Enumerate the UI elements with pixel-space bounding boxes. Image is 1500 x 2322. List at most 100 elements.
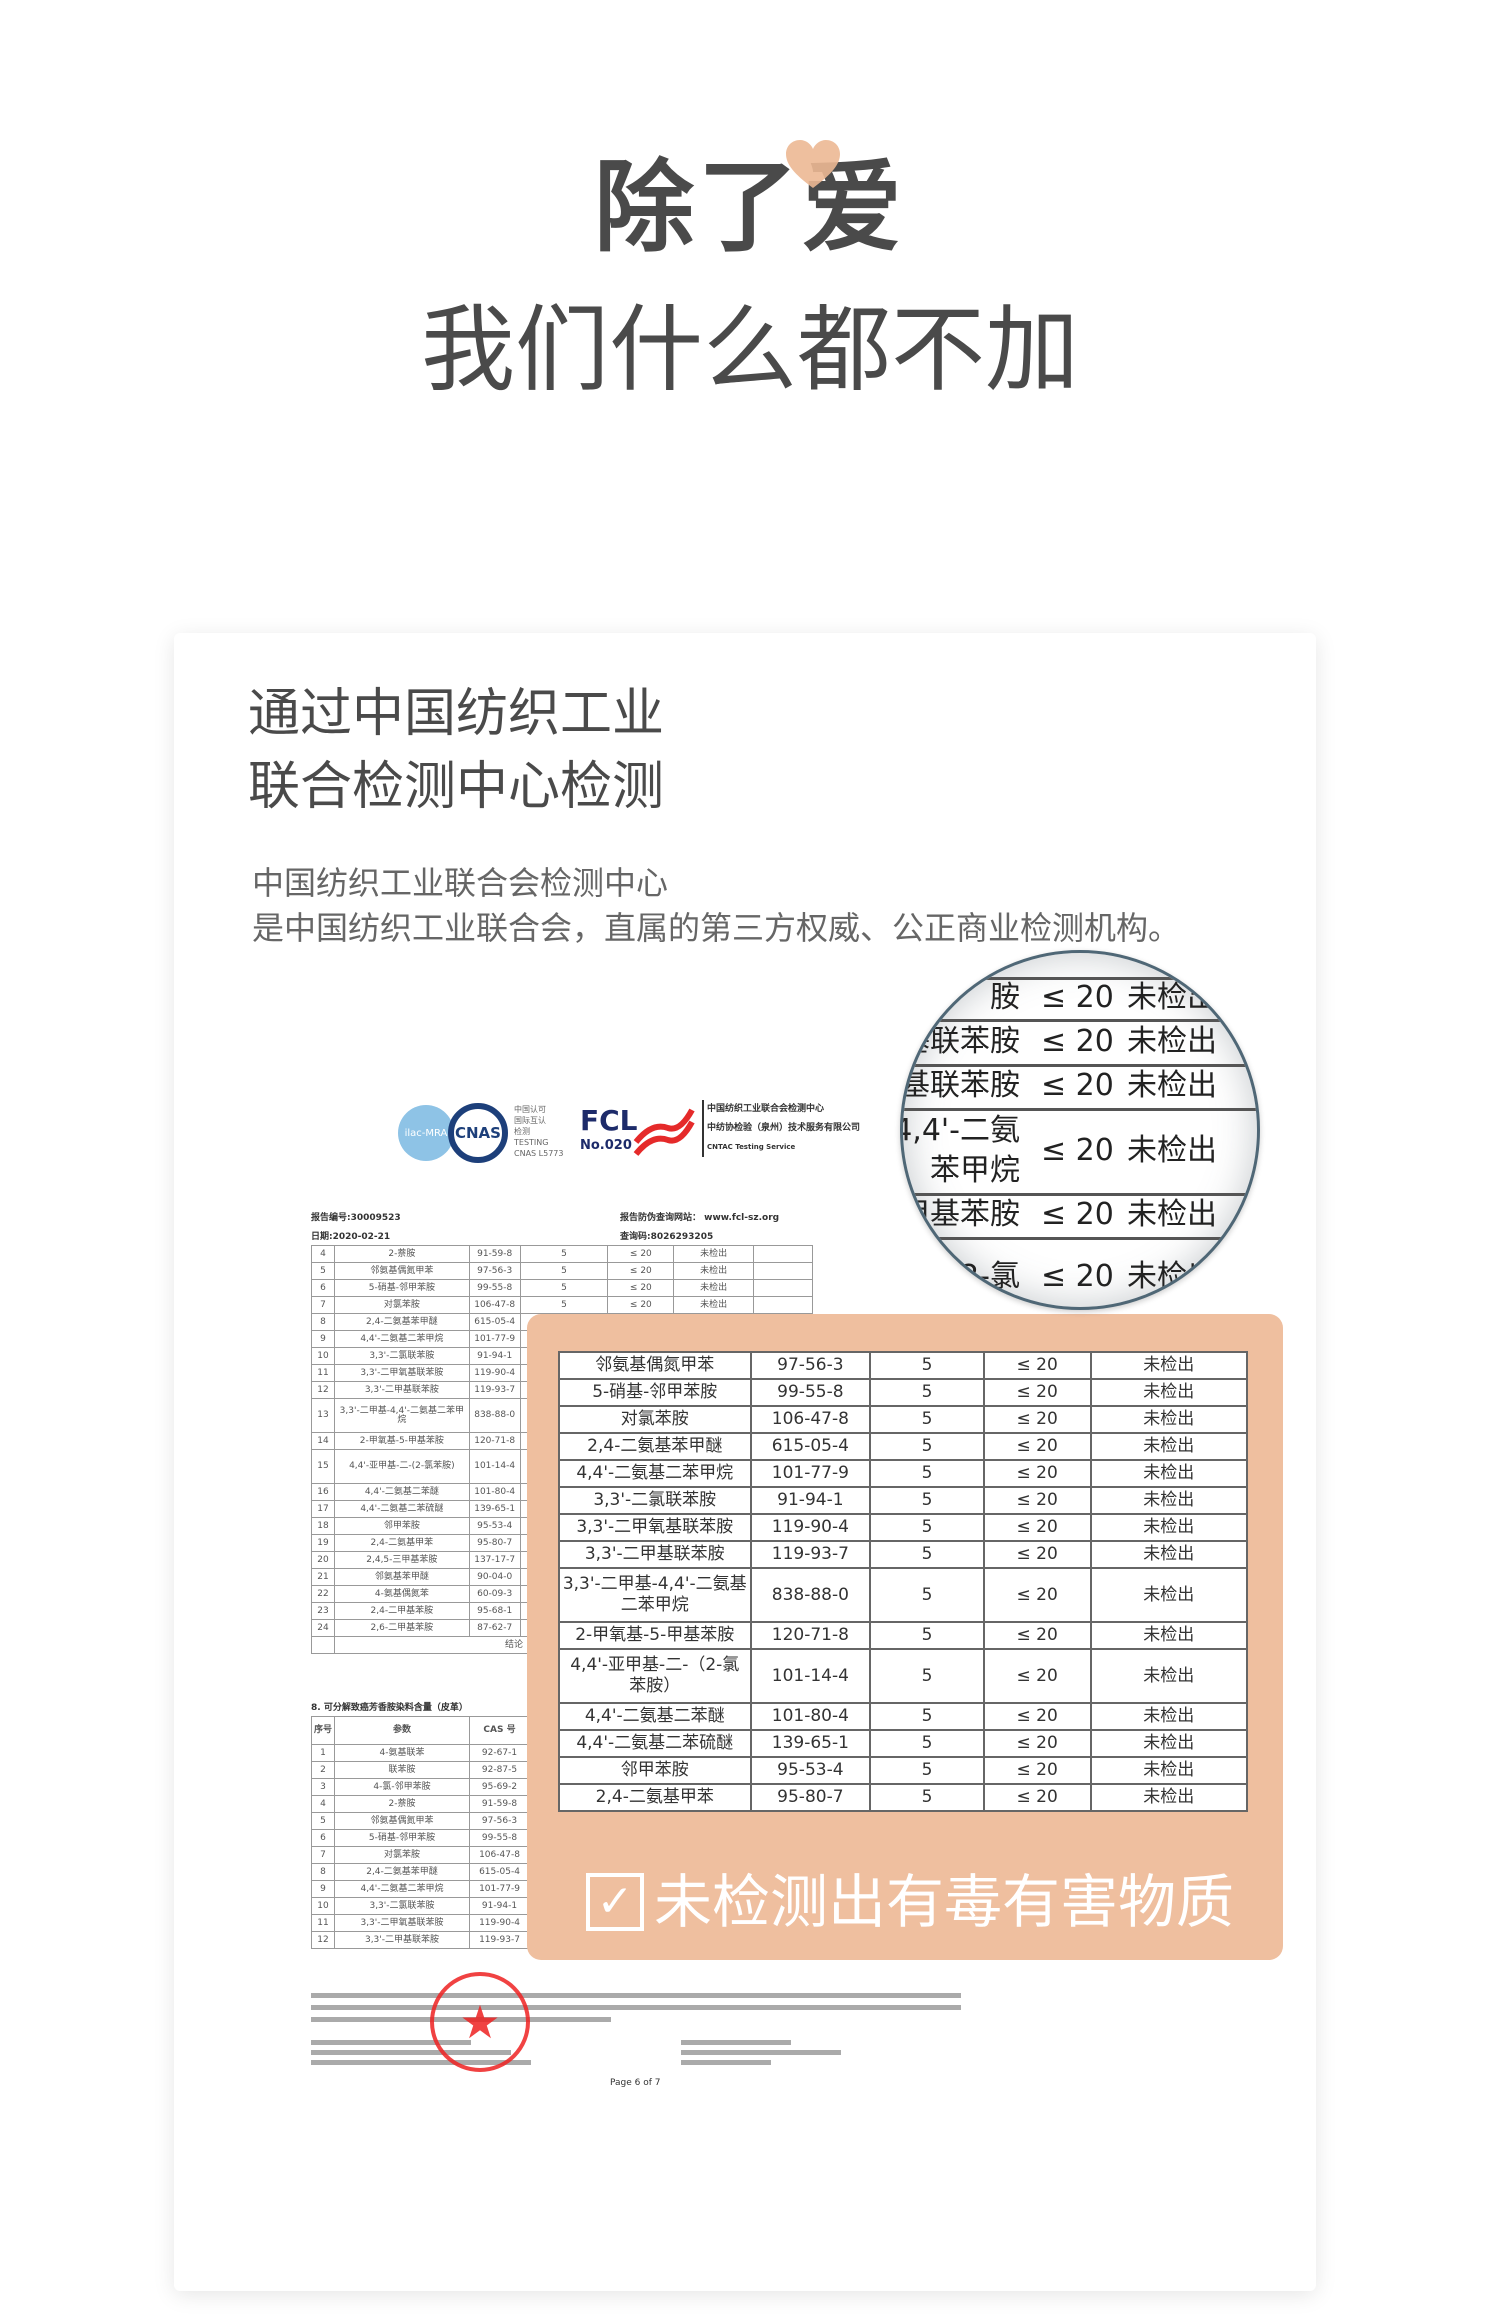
magnified-limit: ≤ 20 [1041, 1259, 1114, 1294]
name-cell: 3,3'-二氯联苯胺 [558, 1486, 752, 1515]
cas-cell: 101-80-4 [749, 1702, 872, 1731]
seq-cell: 4 [311, 1795, 335, 1813]
cas-cell: 106-47-8 [749, 1405, 872, 1434]
amount-cell: 5 [519, 1279, 609, 1297]
table-row: 邻甲苯胺 95-53-4 5 ≤ 20 未检出 [558, 1756, 1248, 1785]
seq-cell: 5 [311, 1262, 335, 1280]
name-cell: 邻氨基偶氮甲苯 [333, 1262, 470, 1280]
report-query-code: 查询码:8026293205 [620, 1232, 714, 1242]
cas-cell: 120-71-8 [749, 1621, 872, 1650]
conclusion-row-blank [311, 1636, 335, 1654]
amount-cell: 5 [869, 1351, 985, 1380]
remark-cell [753, 1279, 813, 1297]
name-cell: 3,3'-二甲基联苯胺 [333, 1381, 470, 1399]
magnified-name: 基-4,4'-二氨 [903, 1112, 1020, 1148]
table-row: 邻氨基偶氮甲苯 97-56-3 5 ≤ 20 未检出 [558, 1351, 1248, 1380]
table-row: 2,4-二氨基苯甲醚 615-05-4 5 ≤ 20 未检出 [558, 1432, 1248, 1461]
cnas-text-line: CNAS L5773 [514, 1149, 564, 1158]
seq-cell: 13 [311, 1398, 335, 1433]
magnified-name: 基联苯胺 [900, 1023, 1020, 1059]
name-cell: 2,4-二甲基苯胺 [333, 1602, 470, 1620]
seq-cell: 8 [311, 1863, 335, 1881]
limit-cell: ≤ 20 [982, 1459, 1092, 1488]
table-row: 2-甲氧基-5-甲基苯胺 120-71-8 5 ≤ 20 未检出 [558, 1621, 1248, 1650]
limit-cell: ≤ 20 [982, 1702, 1092, 1731]
cas-cell: 119-93-7 [469, 1931, 530, 1949]
cas-cell: 139-65-1 [468, 1500, 521, 1518]
seq-cell: 10 [311, 1347, 335, 1365]
seq-cell: 21 [311, 1568, 335, 1586]
seq-cell: 16 [311, 1483, 335, 1501]
magnified-result: 未检出 [1127, 1259, 1217, 1294]
name-cell: 2,4,5-三甲基苯胺 [333, 1551, 470, 1569]
cas-cell: 95-69-2 [469, 1778, 530, 1796]
cas-cell: 91-94-1 [749, 1486, 872, 1515]
name-cell: 对氯苯胺 [333, 1296, 470, 1314]
magnified-result: 未检出 [1127, 980, 1217, 1015]
limit-cell: ≤ 20 [982, 1540, 1092, 1569]
name-cell: 4-氨基偶氮苯 [333, 1585, 470, 1603]
page-number: Page 6 of 7 [610, 2078, 661, 2088]
seq-cell: 1 [311, 1744, 335, 1762]
name-cell: 4,4'-二氨基二苯甲烷 [558, 1459, 752, 1488]
table-row: 3,3'-二甲基-4,4'-二氨基二苯甲烷 838-88-0 5 ≤ 20 未检出 [558, 1567, 1248, 1623]
name-cell: 3,3'-二甲基联苯胺 [558, 1540, 752, 1569]
amount-cell: 5 [519, 1262, 609, 1280]
magnified-limit: ≤ 20 [1041, 1068, 1114, 1103]
seq-cell: 24 [311, 1619, 335, 1637]
limit-cell: ≤ 20 [982, 1783, 1092, 1812]
name-cell: 2,4-二氨基苯甲醚 [334, 1863, 470, 1881]
cnas-text: 中国认可 国际互认 检测 TESTING CNAS L5773 [514, 1104, 563, 1159]
table-row: 4,4'-二氨基二苯醚 101-80-4 5 ≤ 20 未检出 [558, 1702, 1248, 1731]
result-cell: 未检出 [1089, 1567, 1248, 1623]
amount-cell: 5 [869, 1783, 985, 1812]
result-cell: 未检出 [1089, 1513, 1248, 1542]
disclaimer-fine-print [311, 1993, 961, 2033]
name-cell: 邻甲苯胺 [333, 1517, 470, 1535]
highlight-results-table: 邻氨基偶氮甲苯 97-56-3 5 ≤ 20 未检出 5-硝基-邻甲苯胺 99-55-8 5 ≤… [558, 1351, 1248, 1812]
name-cell: 4,4'-二氨基二苯醚 [558, 1702, 752, 1731]
seq-cell: 14 [311, 1432, 335, 1450]
limit-cell: ≤ 20 [607, 1279, 675, 1297]
magnified-row-line [903, 1108, 1257, 1111]
magnified-limit: ≤ 20 [1041, 1197, 1114, 1232]
cas-cell: 137-17-7 [468, 1551, 521, 1569]
result-cell: 未检出 [1089, 1621, 1248, 1650]
card-title-line1: 通过中国纺织工业 [248, 684, 665, 744]
result-cell: 未检出 [1089, 1783, 1248, 1812]
cas-cell: 60-09-3 [468, 1585, 521, 1603]
seq-cell: 11 [311, 1364, 335, 1382]
name-cell: 2-甲氧基-5-甲基苯胺 [558, 1621, 752, 1650]
cas-cell: 119-90-4 [468, 1364, 521, 1382]
limit-cell: ≤ 20 [607, 1262, 675, 1280]
magnified-result: 未检出 [1127, 1197, 1217, 1232]
name-cell: 邻氨基偶氮甲苯 [334, 1812, 470, 1830]
table-row: 3,3'-二氯联苯胺 91-94-1 5 ≤ 20 未检出 [558, 1486, 1248, 1515]
name-cell: 4,4'-二氨基二苯硫醚 [558, 1729, 752, 1758]
limit-cell: ≤ 20 [982, 1351, 1092, 1380]
name-cell: 对氯苯胺 [558, 1405, 752, 1434]
seq-cell: 17 [311, 1500, 335, 1518]
heart-icon [786, 140, 840, 188]
cas-cell: 95-80-7 [468, 1534, 521, 1552]
checkbox-check-icon: ✓ [586, 1873, 644, 1931]
name-cell: 3,3'-二甲氧基联苯胺 [558, 1513, 752, 1542]
limit-cell: ≤ 20 [982, 1432, 1092, 1461]
table-row: 4 2-萘胺 91-59-8 5 ≤ 20 未检出 [311, 1245, 813, 1263]
result-cell: 未检出 [1089, 1378, 1248, 1407]
limit-cell: ≤ 20 [982, 1648, 1092, 1704]
card-title-line2: 联合检测中心检测 [248, 757, 665, 817]
report-number: 报告编号:30009523 [311, 1213, 401, 1223]
red-seal-stamp-icon: ★ [430, 1972, 530, 2072]
name-cell: 3,3'-二甲氧基联苯胺 [333, 1364, 470, 1382]
result-cell: 未检出 [1089, 1351, 1248, 1380]
limit-cell: ≤ 20 [982, 1486, 1092, 1515]
cas-cell: 615-05-4 [468, 1313, 521, 1331]
magnified-name: 胺 [990, 980, 1020, 1015]
limit-cell: ≤ 20 [982, 1756, 1092, 1785]
seq-cell: 15 [311, 1449, 335, 1484]
ilac-logo: ilac-MRA [398, 1105, 454, 1161]
name-cell: 4-氨基联苯 [334, 1744, 470, 1762]
org-name-cn: 中国纺织工业联合会检测中心 [707, 1104, 825, 1114]
table-row: 4,4'-二氨基二苯甲烷 101-77-9 5 ≤ 20 未检出 [558, 1459, 1248, 1488]
